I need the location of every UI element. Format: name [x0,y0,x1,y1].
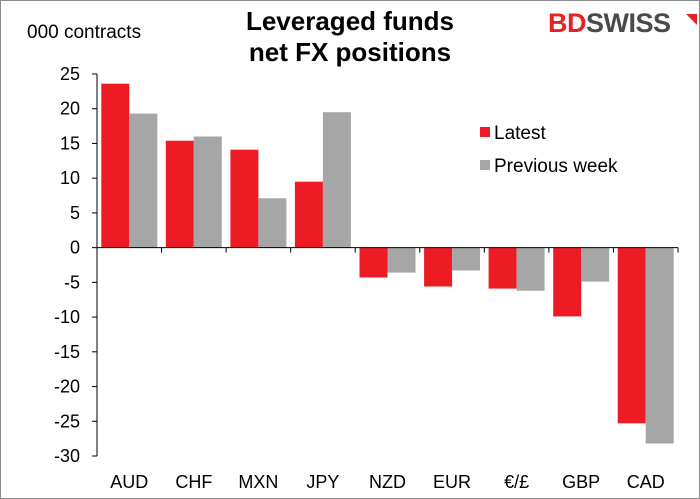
x-tick-label: AUD [110,472,148,492]
x-tick-label: €/£ [504,472,529,492]
bar-previous-week-eur [452,247,481,271]
logo-bd-text: BD [548,8,587,38]
bar-latest-chf [165,140,194,248]
bars-group [101,83,674,444]
legend: Latest Previous week [480,123,618,177]
bar-previous-week- [516,247,545,291]
legend-swatch-previous-week [480,160,490,170]
logo-swiss-text: SWISS [586,8,671,38]
bar-previous-week-chf [193,136,222,248]
x-tick-label: GBP [562,472,600,492]
chart-title-line-1: Leveraged funds [245,6,455,36]
legend-label-latest: Latest [494,123,546,144]
bar-previous-week-mxn [258,198,287,248]
bar-previous-week-jpy [322,112,351,248]
bar-latest-jpy [294,181,323,248]
bar-latest- [488,247,517,289]
y-tick-label: 10 [60,168,80,188]
legend-label-previous-week: Previous week [494,156,618,177]
x-tick-label: CAD [627,472,665,492]
y-tick-label: 20 [60,99,80,119]
logo-arrow-icon [686,14,697,25]
y-tick-label: 5 [70,203,80,223]
bar-latest-aud [101,83,130,248]
y-axis-units-label: 000 contracts [27,22,142,43]
y-tick-label: -10 [54,307,80,327]
bar-previous-week-nzd [387,247,416,273]
y-tick-label: -30 [54,446,80,466]
bar-previous-week-gbp [581,247,610,282]
bdswiss-logo: BDSWISS [548,8,697,39]
y-tick-label: -15 [54,342,80,362]
y-tick-label: -5 [64,272,80,292]
y-tick-label: 15 [60,133,80,153]
chart-title-line-2: net FX positions [248,37,452,67]
x-tick-label: CHF [175,472,212,492]
axes-group: 25 20 15 10 5 0 -5 -10 -15 -20 -25 -30 AUD CHF MXN JPY N… [54,64,679,492]
x-tick-label: EUR [433,472,471,492]
y-tick-label: -20 [54,377,80,397]
x-tick-label: JPY [306,472,339,492]
y-tick-label: 25 [60,64,80,84]
y-tick-label: 0 [70,238,80,258]
y-tick-label: -25 [54,411,80,431]
chart-title: Leveraged funds net FX positions [200,6,500,68]
bar-latest-mxn [230,149,259,248]
bar-latest-gbp [553,247,582,317]
bar-previous-week-aud [129,113,158,248]
x-tick-label: NZD [369,472,406,492]
bar-previous-week-cad [645,247,674,444]
bar-latest-eur [424,247,453,287]
bar-latest-nzd [359,247,388,278]
legend-swatch-latest [480,127,490,137]
x-tick-label: MXN [238,472,278,492]
bar-latest-cad [617,247,646,424]
